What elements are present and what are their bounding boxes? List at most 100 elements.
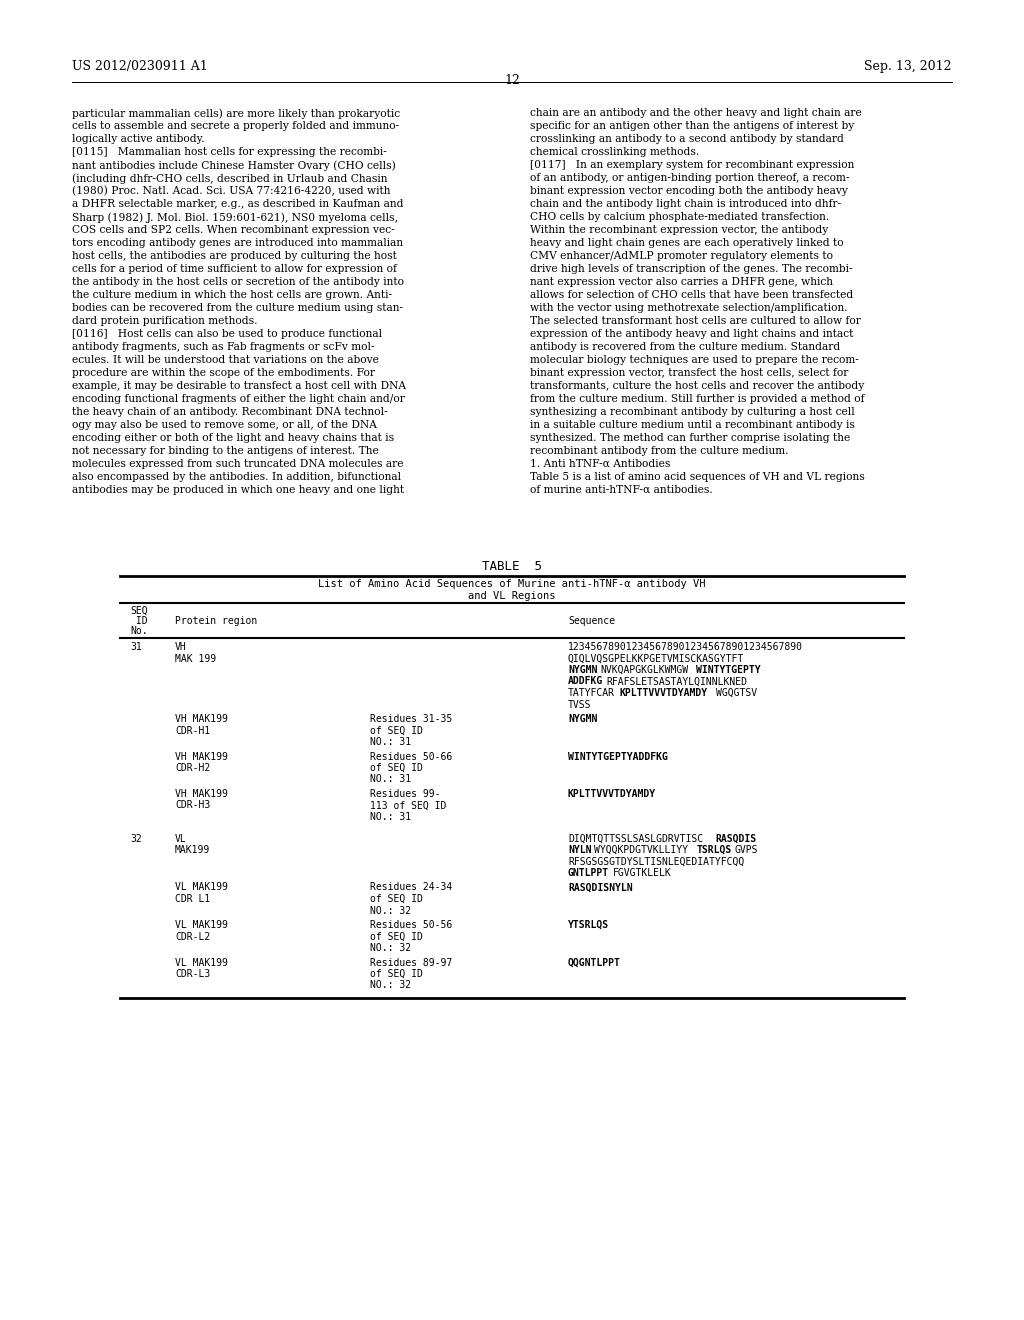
Text: CMV enhancer/AdMLP promoter regulatory elements to: CMV enhancer/AdMLP promoter regulatory e… [530, 251, 833, 261]
Text: of SEQ ID: of SEQ ID [370, 763, 423, 774]
Text: KPLTTVVVTDYAMDY: KPLTTVVVTDYAMDY [568, 789, 656, 799]
Text: ecules. It will be understood that variations on the above: ecules. It will be understood that varia… [72, 355, 379, 366]
Text: US 2012/0230911 A1: US 2012/0230911 A1 [72, 59, 208, 73]
Text: MAK199: MAK199 [175, 845, 210, 855]
Text: a DHFR selectable marker, e.g., as described in Kaufman and: a DHFR selectable marker, e.g., as descr… [72, 199, 403, 209]
Text: CDR L1: CDR L1 [175, 894, 210, 904]
Text: 31: 31 [130, 642, 141, 652]
Text: QQGNTLPPT: QQGNTLPPT [568, 957, 621, 968]
Text: No.: No. [130, 626, 147, 636]
Text: WGQGTSV: WGQGTSV [716, 688, 757, 698]
Text: ADDFKG: ADDFKG [568, 676, 603, 686]
Text: GNTLPPT: GNTLPPT [568, 869, 609, 878]
Text: the heavy chain of an antibody. Recombinant DNA technol-: the heavy chain of an antibody. Recombin… [72, 407, 388, 417]
Text: example, it may be desirable to transfect a host cell with DNA: example, it may be desirable to transfec… [72, 381, 406, 391]
Text: not necessary for binding to the antigens of interest. The: not necessary for binding to the antigen… [72, 446, 379, 455]
Text: heavy and light chain genes are each operatively linked to: heavy and light chain genes are each ope… [530, 238, 844, 248]
Text: The selected transformant host cells are cultured to allow for: The selected transformant host cells are… [530, 315, 861, 326]
Text: [0116]   Host cells can also be used to produce functional: [0116] Host cells can also be used to pr… [72, 329, 382, 339]
Text: chain and the antibody light chain is introduced into dhfr-: chain and the antibody light chain is in… [530, 199, 842, 209]
Text: specific for an antigen other than the antigens of interest by: specific for an antigen other than the a… [530, 121, 854, 131]
Text: drive high levels of transcription of the genes. The recombi-: drive high levels of transcription of th… [530, 264, 853, 275]
Text: ID: ID [130, 616, 147, 626]
Text: 113 of SEQ ID: 113 of SEQ ID [370, 800, 446, 810]
Text: Residues 24-34: Residues 24-34 [370, 883, 453, 892]
Text: (1980) Proc. Natl. Acad. Sci. USA 77:4216-4220, used with: (1980) Proc. Natl. Acad. Sci. USA 77:421… [72, 186, 390, 197]
Text: COS cells and SP2 cells. When recombinant expression vec-: COS cells and SP2 cells. When recombinan… [72, 224, 394, 235]
Text: cells for a period of time sufficient to allow for expression of: cells for a period of time sufficient to… [72, 264, 397, 275]
Text: VL MAK199: VL MAK199 [175, 920, 228, 931]
Text: NO.: 32: NO.: 32 [370, 942, 411, 953]
Text: molecular biology techniques are used to prepare the recom-: molecular biology techniques are used to… [530, 355, 859, 366]
Text: CDR-L2: CDR-L2 [175, 932, 210, 941]
Text: VH MAK199: VH MAK199 [175, 714, 228, 723]
Text: the antibody in the host cells or secretion of the antibody into: the antibody in the host cells or secret… [72, 277, 404, 286]
Text: TABLE  5: TABLE 5 [482, 560, 542, 573]
Text: VH MAK199: VH MAK199 [175, 789, 228, 799]
Text: recombinant antibody from the culture medium.: recombinant antibody from the culture me… [530, 446, 788, 455]
Text: [0115]   Mammalian host cells for expressing the recombi-: [0115] Mammalian host cells for expressi… [72, 147, 387, 157]
Text: (including dhfr-CHO cells, described in Urlaub and Chasin: (including dhfr-CHO cells, described in … [72, 173, 387, 183]
Text: ogy may also be used to remove some, or all, of the DNA: ogy may also be used to remove some, or … [72, 420, 377, 430]
Text: binant expression vector encoding both the antibody heavy: binant expression vector encoding both t… [530, 186, 848, 195]
Text: cells to assemble and secrete a properly folded and immuno-: cells to assemble and secrete a properly… [72, 121, 399, 131]
Text: 12: 12 [504, 74, 520, 87]
Text: RASQDISNYLN: RASQDISNYLN [568, 883, 633, 892]
Text: of SEQ ID: of SEQ ID [370, 726, 423, 735]
Text: Sequence: Sequence [568, 616, 615, 626]
Text: procedure are within the scope of the embodiments. For: procedure are within the scope of the em… [72, 368, 375, 378]
Text: Table 5 is a list of amino acid sequences of VH and VL regions: Table 5 is a list of amino acid sequence… [530, 473, 864, 482]
Text: of SEQ ID: of SEQ ID [370, 969, 423, 979]
Text: encoding either or both of the light and heavy chains that is: encoding either or both of the light and… [72, 433, 394, 444]
Text: MAK 199: MAK 199 [175, 653, 216, 664]
Text: QIQLVQSGPELKKPGETVMISCKASGYTFT: QIQLVQSGPELKKPGETVMISCKASGYTFT [568, 653, 744, 664]
Text: tors encoding antibody genes are introduced into mammalian: tors encoding antibody genes are introdu… [72, 238, 403, 248]
Text: KPLTTVVVTDYAMDY: KPLTTVVVTDYAMDY [620, 688, 708, 698]
Text: chemical crosslinking methods.: chemical crosslinking methods. [530, 147, 699, 157]
Text: nant expression vector also carries a DHFR gene, which: nant expression vector also carries a DH… [530, 277, 833, 286]
Text: Sharp (1982) J. Mol. Biol. 159:601-621), NS0 myeloma cells,: Sharp (1982) J. Mol. Biol. 159:601-621),… [72, 213, 398, 223]
Text: 1234567890123456789012345678901234567890: 1234567890123456789012345678901234567890 [568, 642, 803, 652]
Text: WINTYTGEPTY: WINTYTGEPTY [696, 665, 761, 675]
Text: and VL Regions: and VL Regions [468, 591, 556, 601]
Text: DIQMTQTTSSLSASLGDRVTISC: DIQMTQTTSSLSASLGDRVTISC [568, 833, 703, 843]
Text: host cells, the antibodies are produced by culturing the host: host cells, the antibodies are produced … [72, 251, 397, 261]
Text: Sep. 13, 2012: Sep. 13, 2012 [864, 59, 952, 73]
Text: of SEQ ID: of SEQ ID [370, 894, 423, 904]
Text: allows for selection of CHO cells that have been transfected: allows for selection of CHO cells that h… [530, 290, 853, 300]
Text: NO.: 31: NO.: 31 [370, 775, 411, 784]
Text: from the culture medium. Still further is provided a method of: from the culture medium. Still further i… [530, 393, 864, 404]
Text: Residues 50-56: Residues 50-56 [370, 920, 453, 931]
Text: of an antibody, or antigen-binding portion thereof, a recom-: of an antibody, or antigen-binding porti… [530, 173, 850, 183]
Text: molecules expressed from such truncated DNA molecules are: molecules expressed from such truncated … [72, 459, 403, 469]
Text: NYGMN: NYGMN [568, 665, 597, 675]
Text: NO.: 31: NO.: 31 [370, 737, 411, 747]
Text: NO.: 32: NO.: 32 [370, 981, 411, 990]
Text: FGVGTKLELK: FGVGTKLELK [613, 869, 672, 878]
Text: CDR-H1: CDR-H1 [175, 726, 210, 735]
Text: crosslinking an antibody to a second antibody by standard: crosslinking an antibody to a second ant… [530, 135, 844, 144]
Text: logically active antibody.: logically active antibody. [72, 135, 205, 144]
Text: NO.: 31: NO.: 31 [370, 812, 411, 822]
Text: the culture medium in which the host cells are grown. Anti-: the culture medium in which the host cel… [72, 290, 392, 300]
Text: List of Amino Acid Sequences of Murine anti-hTNF-α antibody VH: List of Amino Acid Sequences of Murine a… [318, 579, 706, 589]
Text: TATYFCAR: TATYFCAR [568, 688, 615, 698]
Text: NO.: 32: NO.: 32 [370, 906, 411, 916]
Text: expression of the antibody heavy and light chains and intact: expression of the antibody heavy and lig… [530, 329, 853, 339]
Text: VL MAK199: VL MAK199 [175, 883, 228, 892]
Text: CDR-L3: CDR-L3 [175, 969, 210, 979]
Text: VL MAK199: VL MAK199 [175, 957, 228, 968]
Text: NVKQAPGKGLKWMGW: NVKQAPGKGLKWMGW [600, 665, 688, 675]
Text: [0117]   In an exemplary system for recombinant expression: [0117] In an exemplary system for recomb… [530, 160, 854, 170]
Text: 1. Anti hTNF-α Antibodies: 1. Anti hTNF-α Antibodies [530, 459, 671, 469]
Text: SEQ: SEQ [130, 606, 147, 616]
Text: 32: 32 [130, 833, 141, 843]
Text: CDR-H2: CDR-H2 [175, 763, 210, 774]
Text: TVSS: TVSS [568, 700, 592, 710]
Text: WYQQKPDGTVKLLIYY: WYQQKPDGTVKLLIYY [594, 845, 688, 855]
Text: bodies can be recovered from the culture medium using stan-: bodies can be recovered from the culture… [72, 304, 403, 313]
Text: WINTYTGEPTYADDFKG: WINTYTGEPTYADDFKG [568, 751, 668, 762]
Text: GVPS: GVPS [735, 845, 759, 855]
Text: RFAFSLETSASTAYLQINNLKNED: RFAFSLETSASTAYLQINNLKNED [606, 676, 748, 686]
Text: dard protein purification methods.: dard protein purification methods. [72, 315, 257, 326]
